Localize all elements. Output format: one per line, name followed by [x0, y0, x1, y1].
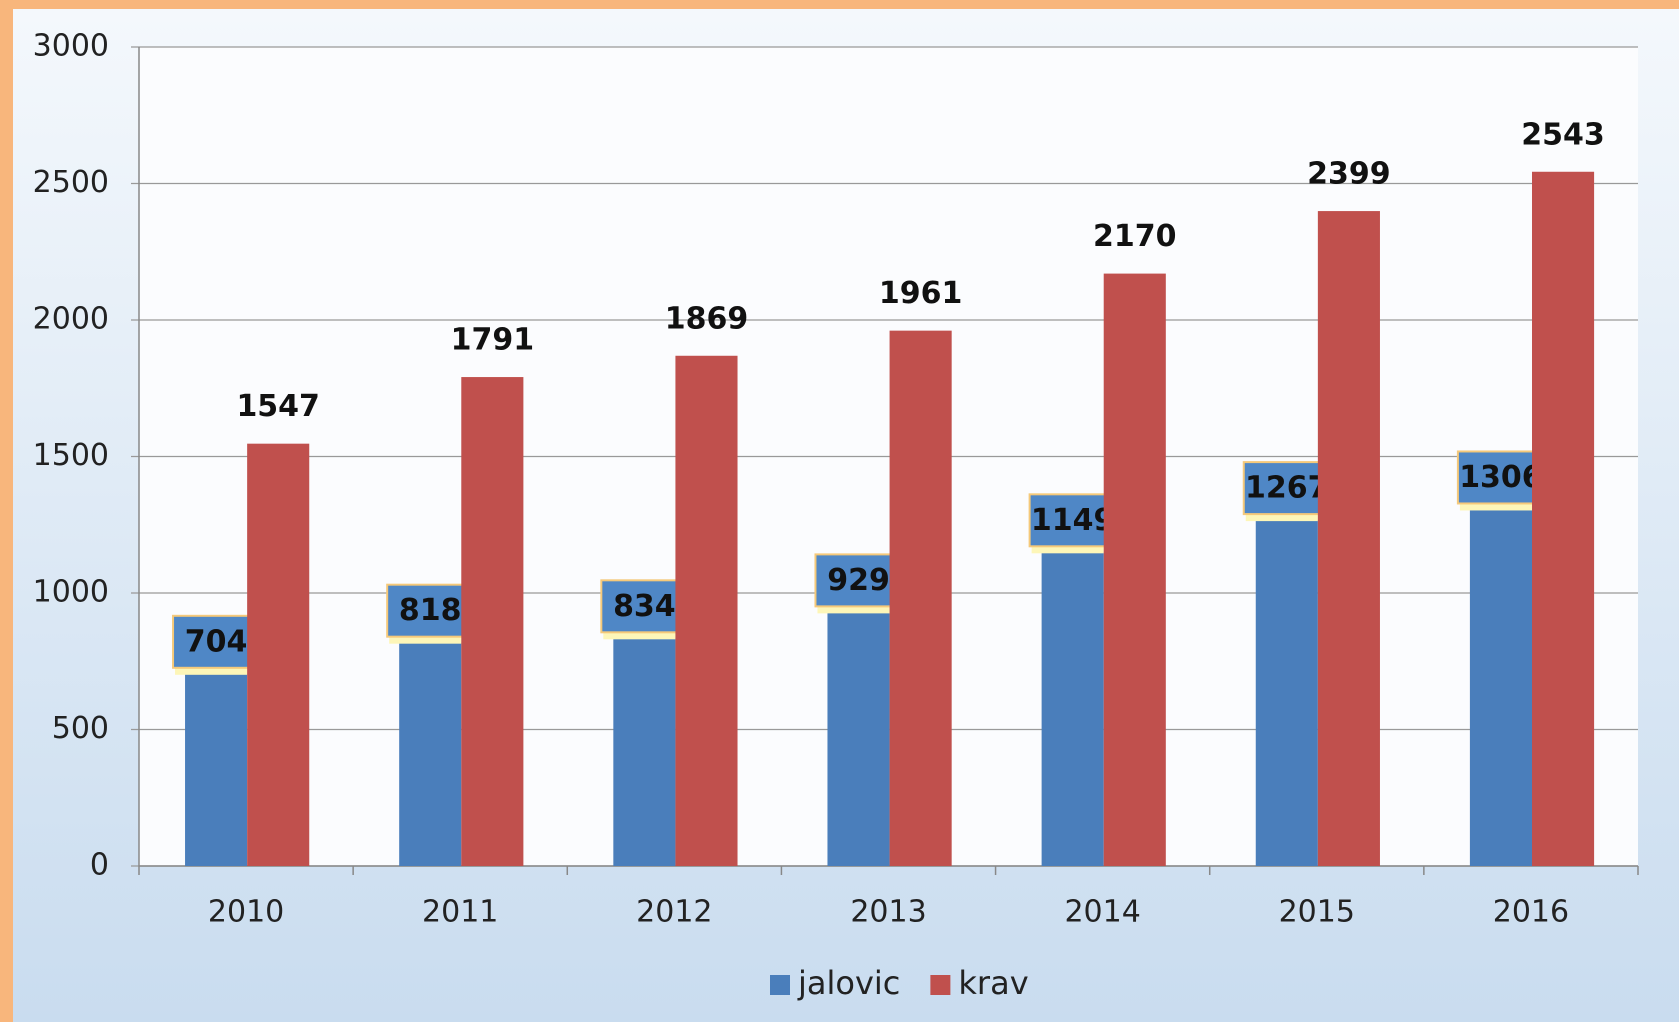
- x-tick-label: 2015: [1279, 895, 1355, 930]
- value-label: 2170: [1093, 219, 1177, 254]
- value-label: 704: [185, 624, 248, 659]
- label-underline: [603, 630, 676, 640]
- y-tick-label: 2000: [33, 302, 109, 337]
- bar: [827, 612, 890, 866]
- bar: [1041, 552, 1104, 866]
- bar: [1255, 520, 1318, 866]
- value-label: 1149: [1031, 503, 1115, 538]
- y-tick-label: 0: [90, 848, 109, 883]
- value-label: 929: [827, 563, 890, 598]
- value-label: 2399: [1307, 157, 1391, 192]
- value-label: 1267: [1245, 471, 1329, 506]
- value-label: 1306: [1459, 460, 1543, 495]
- bar: [1103, 273, 1166, 867]
- x-tick-label: 2010: [208, 895, 284, 930]
- label-box: [1242, 461, 1331, 516]
- bar: [613, 638, 676, 866]
- bar: [185, 673, 248, 866]
- label-underline: [817, 604, 890, 614]
- bar: [399, 642, 462, 866]
- x-tick-label: 2012: [636, 895, 712, 930]
- legend-label: krav: [958, 964, 1028, 1002]
- y-tick-label: 3000: [33, 29, 109, 64]
- bar: [1531, 171, 1595, 867]
- value-label: 834: [613, 589, 676, 624]
- x-tick-label: 2013: [850, 895, 926, 930]
- value-label: 1961: [879, 276, 963, 311]
- label-box: [600, 579, 689, 634]
- label-underline: [1245, 512, 1318, 522]
- legend-label: jalovic: [797, 964, 900, 1002]
- bar: [247, 443, 310, 866]
- value-label: 2543: [1521, 117, 1605, 152]
- bar: [1469, 509, 1532, 866]
- y-tick-label: 1500: [33, 438, 109, 473]
- x-tick-label: 2014: [1064, 895, 1140, 930]
- x-tick-label: 2016: [1493, 895, 1569, 930]
- label-underline: [389, 634, 462, 644]
- value-label: 1791: [451, 323, 535, 358]
- label-underline: [1031, 544, 1104, 554]
- legend-swatch: [770, 975, 790, 995]
- label-underline: [175, 665, 248, 675]
- y-tick-label: 2500: [33, 165, 109, 200]
- label-box: [1456, 450, 1545, 505]
- bar: [1317, 211, 1380, 866]
- legend-swatch: [930, 975, 951, 995]
- label-box: [1028, 493, 1117, 548]
- value-label: 818: [399, 593, 462, 628]
- label-box: [814, 553, 903, 608]
- x-tick-label: 2011: [422, 895, 498, 930]
- label-box: [172, 614, 261, 669]
- y-tick-label: 500: [52, 711, 109, 746]
- label-underline: [1459, 501, 1532, 511]
- y-tick-label: 1000: [33, 575, 109, 610]
- value-label: 1547: [236, 389, 320, 424]
- label-box: [386, 583, 475, 638]
- bar: [675, 355, 738, 866]
- value-label: 1869: [665, 301, 749, 336]
- bar: [889, 330, 952, 867]
- bar: [461, 377, 524, 866]
